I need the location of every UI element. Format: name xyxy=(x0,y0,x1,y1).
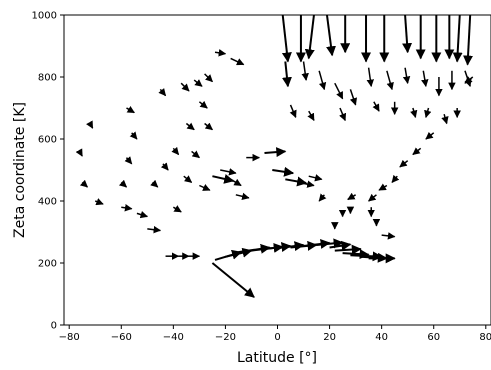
quiver-arrow xyxy=(160,162,169,171)
quiver-arrow xyxy=(183,175,193,183)
y-axis-ticks: 0 200 400 600 800 1000 xyxy=(32,11,64,332)
quiver-arrow xyxy=(381,232,396,240)
quiver-arrow xyxy=(281,15,292,63)
quiver-arrow xyxy=(378,183,388,191)
x-axis-label: Latitude [°] xyxy=(237,350,317,366)
quiver-arrow xyxy=(441,113,449,125)
quiver-arrow xyxy=(298,180,315,188)
x-tick-label: −60 xyxy=(111,332,132,343)
quiver-arrow xyxy=(204,122,213,131)
quiver-arrow xyxy=(334,82,344,100)
quiver-arrow xyxy=(136,210,149,219)
quiver-arrow xyxy=(185,122,195,131)
quiver-arrow xyxy=(421,70,429,88)
y-tick-label: 0 xyxy=(51,321,57,332)
quiver-arrow xyxy=(86,120,94,129)
x-tick-label: −20 xyxy=(215,332,236,343)
quiver-arrow xyxy=(464,76,474,84)
x-tick-label: −80 xyxy=(59,332,80,343)
quiver-arrow xyxy=(235,192,250,200)
quiver-arrow xyxy=(307,110,315,122)
quiver-arrow xyxy=(172,205,182,213)
quiver-arrow xyxy=(272,166,295,177)
quiver-arrow xyxy=(386,70,394,91)
quiver-arrow xyxy=(264,147,287,158)
quiver-arrow xyxy=(334,244,362,255)
quiver-arrow xyxy=(372,101,380,112)
quiver-arrow xyxy=(158,88,167,97)
quiver-arrow xyxy=(318,70,327,91)
quiver-arrow xyxy=(220,168,237,176)
quiver-arrow xyxy=(79,179,88,188)
quiver-arrow xyxy=(463,15,474,66)
x-tick-label: 40 xyxy=(375,332,388,343)
quiver-arrow xyxy=(339,107,347,122)
quiver-arrow xyxy=(150,179,159,188)
quiver-arrow xyxy=(199,183,211,191)
quiver-arrow xyxy=(211,262,255,298)
quiver-arrow xyxy=(410,107,418,119)
quiver-arrow xyxy=(193,79,203,87)
quiver-arrow xyxy=(366,67,375,88)
quiver-arrow xyxy=(329,240,352,251)
x-tick-label: 80 xyxy=(479,332,491,343)
quiver-arrow xyxy=(212,174,235,184)
quiver-arrow xyxy=(124,156,133,165)
quiver-arrow xyxy=(301,61,309,81)
arrow-layer xyxy=(75,15,474,298)
quiver-arrow xyxy=(402,15,413,54)
quiver-arrow xyxy=(368,193,377,202)
y-tick-label: 600 xyxy=(38,135,57,146)
y-tick-label: 800 xyxy=(38,73,57,84)
quiver-arrow xyxy=(318,193,327,202)
quiver-arrow xyxy=(399,159,409,168)
quiver-arrow xyxy=(230,178,242,187)
quiver-arrow xyxy=(412,147,422,156)
quiver-arrow xyxy=(285,176,308,187)
quiver-arrow xyxy=(118,179,128,188)
quiver-arrow xyxy=(350,251,383,262)
quiver-arrow xyxy=(347,192,356,201)
quiver-arrow xyxy=(402,67,411,84)
y-tick-label: 400 xyxy=(38,197,57,208)
x-axis-ticks: −80 −60 −40 −20 0 20 40 60 80 xyxy=(59,325,491,343)
quiver-arrow xyxy=(171,146,180,156)
quiver-arrow xyxy=(198,100,208,109)
x-tick-label: −40 xyxy=(163,332,184,343)
quiver-arrow xyxy=(126,105,135,114)
quiver-arrow xyxy=(147,225,162,234)
y-tick-label: 200 xyxy=(38,259,57,270)
y-axis-label: Zeta coordinate [K] xyxy=(12,102,28,238)
quiver-arrow xyxy=(325,15,336,57)
quiver-arrow xyxy=(282,61,292,88)
quiver-arrow xyxy=(191,150,200,159)
x-tick-label: 20 xyxy=(323,332,336,343)
quiver-arrow xyxy=(214,49,227,57)
quiver-arrow xyxy=(342,249,370,260)
quiver-arrow xyxy=(94,198,104,206)
quiver-arrow xyxy=(75,148,83,157)
y-tick-label: 1000 xyxy=(32,11,57,22)
x-tick-label: 0 xyxy=(274,332,280,343)
quiver-arrow xyxy=(349,89,358,106)
quiver-arrow xyxy=(308,174,323,182)
quiver-arrow xyxy=(424,107,432,119)
x-tick-label: 60 xyxy=(427,332,440,343)
quiver-arrow xyxy=(391,174,400,183)
quiver-arrow xyxy=(452,15,463,63)
quiver-arrow xyxy=(180,82,190,92)
quiver-arrow xyxy=(121,204,133,212)
quiver-arrow xyxy=(316,238,344,249)
quiver-arrow xyxy=(464,70,472,88)
quiver-arrow xyxy=(204,73,213,83)
quiver-arrow xyxy=(425,131,435,140)
quiver-arrow xyxy=(230,57,245,66)
quiver-arrow xyxy=(304,15,315,60)
quiver-arrow xyxy=(289,104,297,118)
quiver-arrow xyxy=(129,131,138,140)
